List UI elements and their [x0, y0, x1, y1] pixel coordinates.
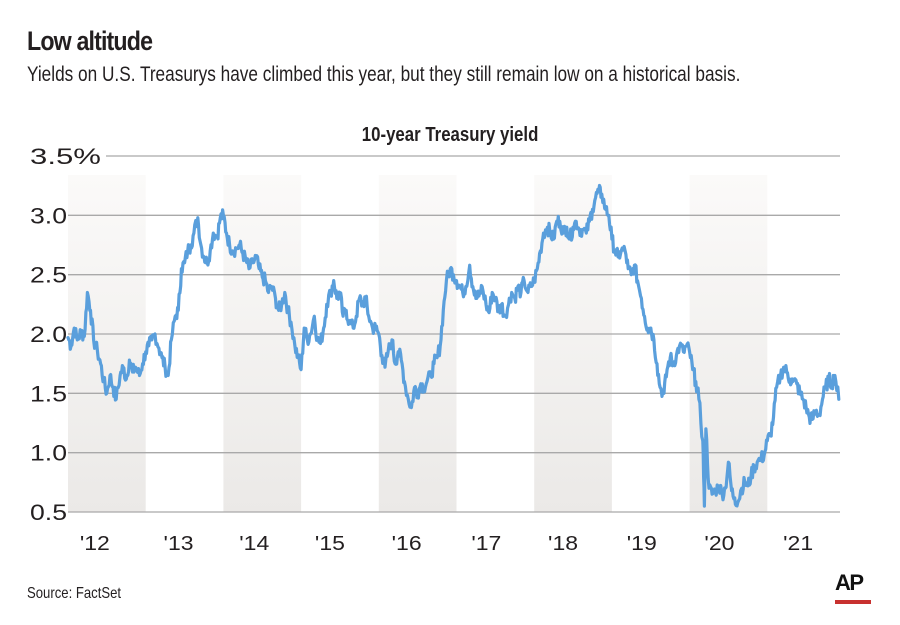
- shaded-band-2012: [68, 175, 146, 512]
- x-tick-label: '20: [704, 533, 734, 555]
- y-tick-label: 2.0: [30, 322, 67, 347]
- shaded-year-bands: [68, 175, 768, 512]
- shaded-band-2014: [223, 175, 302, 512]
- x-tick-label: '12: [80, 533, 110, 555]
- x-tick-label: '13: [164, 533, 194, 555]
- x-tick-label: '16: [392, 533, 422, 555]
- y-tick-label: 3.5%: [30, 144, 101, 169]
- y-tick-label: 1.0: [30, 441, 67, 466]
- chart-title: 10-year Treasury yield: [0, 124, 900, 147]
- ap-logo-underline: [835, 600, 871, 604]
- x-tick-label: '15: [315, 533, 345, 555]
- x-tick-label: '21: [783, 533, 813, 555]
- chart-subtitle: Yields on U.S. Treasurys have climbed th…: [27, 63, 741, 86]
- chart-title-text: 10-year Treasury yield: [361, 124, 539, 146]
- y-tick-label: 3.0: [30, 203, 67, 228]
- chart-headline: Low altitude: [27, 26, 153, 56]
- x-tick-label: '19: [627, 533, 657, 555]
- ap-logo-text: AP: [835, 570, 864, 595]
- x-axis-tick-labels: '12 '13 '14 '15 '16 '17 '18 '19 '20 '21: [80, 533, 813, 555]
- y-axis-tick-labels: 3.5% 3.0 2.5 2.0 1.5 1.0 0.5: [30, 144, 101, 525]
- x-tick-label: '14: [239, 533, 269, 555]
- x-tick-label: '17: [471, 533, 501, 555]
- y-tick-label: 1.5: [30, 381, 67, 406]
- source-note: Source: FactSet: [27, 585, 122, 602]
- ap-logo: AP: [835, 570, 871, 606]
- gridlines: [68, 155, 840, 513]
- yield-line-series: [66, 183, 841, 508]
- x-tick-label: '18: [548, 533, 578, 555]
- y-tick-label: 0.5: [30, 500, 67, 525]
- y-tick-label: 2.5: [30, 263, 67, 288]
